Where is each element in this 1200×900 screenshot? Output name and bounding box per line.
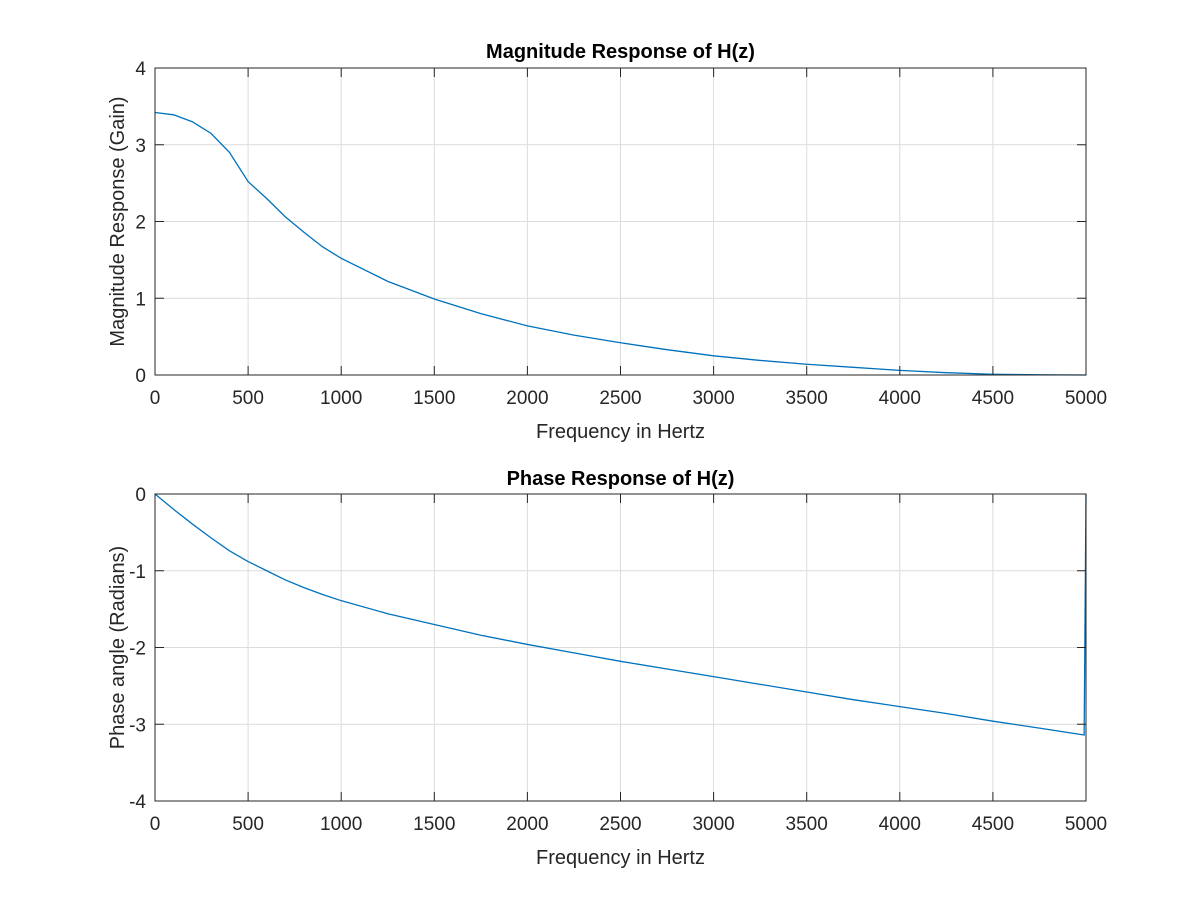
x-tick-label: 1500 — [413, 814, 455, 835]
y-tick-label: -2 — [129, 639, 146, 660]
x-tick-label: 1500 — [413, 388, 455, 409]
x-tick-label: 500 — [232, 388, 264, 409]
x-tick-label: 5000 — [1065, 814, 1107, 835]
x-tick-label: 0 — [150, 814, 161, 835]
y-tick-label: 0 — [135, 366, 146, 387]
y-axis-label: Phase angle (Radians) — [107, 546, 129, 749]
x-tick-label: 2000 — [506, 814, 548, 835]
x-tick-label: 2500 — [599, 814, 641, 835]
x-tick-label: 3500 — [786, 814, 828, 835]
x-tick-label: 500 — [232, 814, 264, 835]
x-tick-label: 0 — [150, 388, 161, 409]
y-tick-label: -4 — [129, 792, 146, 813]
y-tick-label: 2 — [135, 213, 146, 234]
x-tick-label: 1000 — [320, 814, 362, 835]
x-tick-label: 5000 — [1065, 388, 1107, 409]
y-tick-label: 1 — [135, 289, 146, 310]
y-tick-label: -3 — [129, 715, 146, 736]
y-tick-label: -1 — [129, 562, 146, 583]
series-line — [154, 493, 1087, 736]
chart-title: Phase Response of H(z) — [507, 468, 735, 490]
x-axis-label: Frequency in Hertz — [536, 847, 705, 869]
x-tick-label: 3000 — [692, 388, 734, 409]
y-tick-label: 4 — [135, 59, 146, 80]
chart-title: Magnitude Response of H(z) — [486, 41, 755, 63]
x-tick-label: 1000 — [320, 388, 362, 409]
x-axis-label: Frequency in Hertz — [536, 421, 705, 443]
x-tick-label: 4500 — [972, 814, 1014, 835]
series-line — [154, 111, 1087, 376]
y-tick-label: 0 — [135, 485, 146, 506]
subplot-1: 0 500 1000 1500 2000 2500 3000 3500 4000 4500 5000… — [107, 41, 1107, 443]
y-tick-label: 3 — [135, 136, 146, 157]
x-tick-label: 4000 — [879, 814, 921, 835]
x-tick-label: 4000 — [879, 388, 921, 409]
x-tick-label: 4500 — [972, 388, 1014, 409]
x-tick-label: 2500 — [599, 388, 641, 409]
x-tick-label: 2000 — [506, 388, 548, 409]
x-tick-label: 3500 — [786, 388, 828, 409]
subplot-2: 0 500 1000 1500 2000 2500 3000 3500 4000 4500 5000… — [107, 468, 1107, 869]
y-axis-label: Magnitude Response (Gain) — [107, 96, 129, 346]
x-tick-label: 3000 — [692, 814, 734, 835]
